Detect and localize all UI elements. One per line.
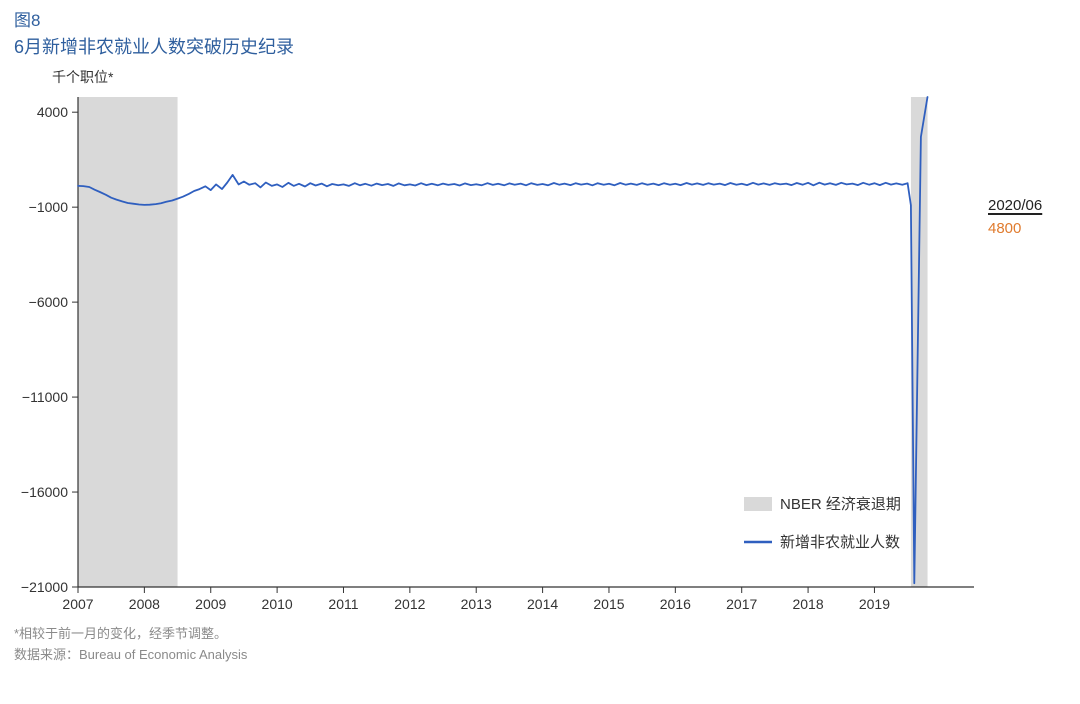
x-tick-label: 2011 (328, 596, 358, 612)
x-tick-label: 2016 (660, 596, 691, 612)
x-tick-label: 2017 (726, 596, 757, 612)
legend-label: NBER 经济衰退期 (780, 496, 901, 513)
x-tick-label: 2009 (195, 596, 226, 612)
last-point-annotation: 2020/06 4800 (988, 197, 1042, 237)
x-tick-label: 2018 (792, 596, 823, 612)
y-tick-label: −6000 (29, 294, 69, 310)
x-tick-label: 2015 (593, 596, 624, 612)
figure-label: 图8 (14, 10, 1066, 33)
data-source: 数据来源：Bureau of Economic Analysis (14, 644, 1066, 663)
yaxis-title: 千个职位* (52, 67, 1066, 87)
annotation-value: 4800 (988, 220, 1042, 237)
x-tick-label: 2019 (859, 596, 890, 612)
x-tick-label: 2012 (394, 596, 425, 612)
legend-swatch-box (744, 497, 772, 511)
y-tick-label: −1000 (29, 199, 69, 215)
x-tick-label: 2013 (461, 596, 492, 612)
y-tick-label: −11000 (22, 389, 68, 405)
x-tick-label: 2010 (262, 596, 293, 612)
x-tick-label: 2007 (62, 596, 93, 612)
chart-title: 6月新增非农就业人数突破历史纪录 (14, 35, 1066, 59)
footnote: *相较于前一月的变化，经季节调整。 (14, 623, 1066, 642)
x-tick-label: 2008 (129, 596, 160, 612)
line-chart: −21000 −16000 −11000 −6000 −1000 4000 2007 2008… (14, 87, 984, 612)
y-tick-label: 4000 (37, 104, 68, 120)
recession-band (78, 97, 178, 587)
y-tick-label: −16000 (21, 484, 68, 500)
x-tick-label: 2014 (527, 596, 558, 612)
legend-label: 新增非农就业人数 (780, 534, 900, 551)
y-tick-label: −21000 (21, 579, 68, 595)
annotation-date: 2020/06 (988, 197, 1042, 214)
chart-area: −21000 −16000 −11000 −6000 −1000 4000 2007 2008… (14, 87, 984, 617)
